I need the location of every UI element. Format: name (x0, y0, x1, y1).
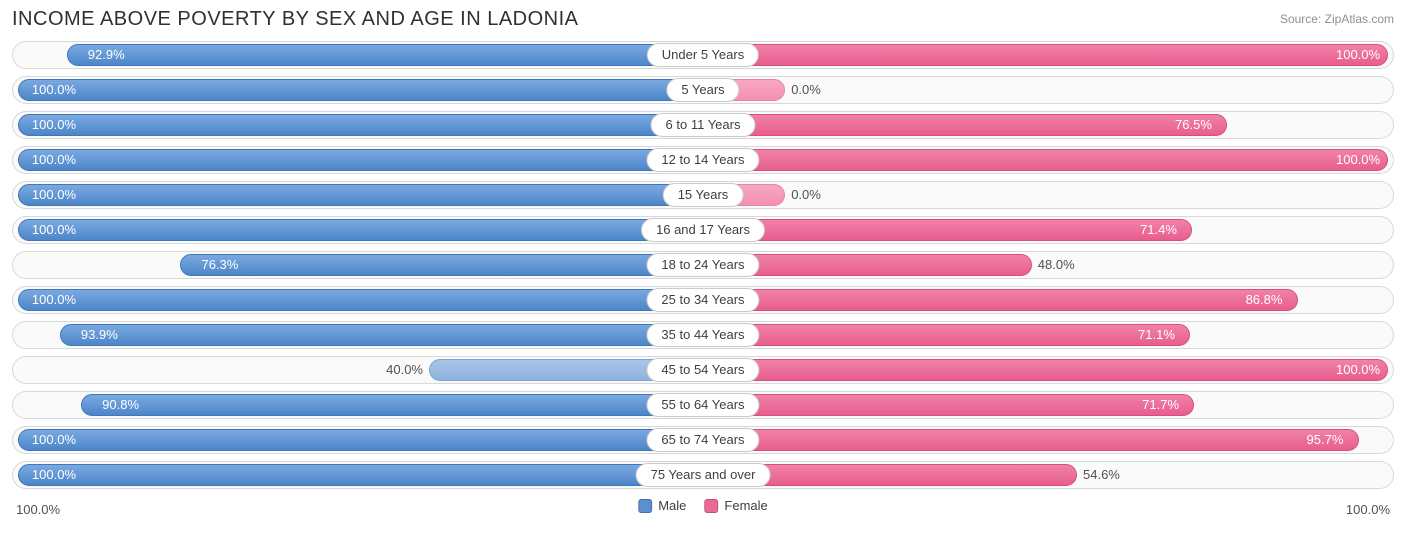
female-bar (703, 394, 1194, 416)
female-value: 100.0% (1336, 41, 1380, 69)
chart-row: 92.9% 100.0% Under 5 Years (12, 41, 1394, 69)
female-value: 0.0% (791, 181, 821, 209)
male-value: 100.0% (32, 146, 76, 174)
category-label: 75 Years and over (636, 463, 771, 487)
male-value: 92.9% (88, 41, 125, 69)
male-bar (18, 219, 703, 241)
female-bar (703, 44, 1388, 66)
male-bar (18, 464, 703, 486)
female-bar (703, 219, 1192, 241)
female-value: 0.0% (791, 76, 821, 104)
female-value: 71.4% (1140, 216, 1177, 244)
male-bar (180, 254, 703, 276)
female-swatch (704, 499, 718, 513)
chart-row: 100.0% 71.4% 16 and 17 Years (12, 216, 1394, 244)
category-label: 35 to 44 Years (646, 323, 759, 347)
category-label: 6 to 11 Years (651, 113, 756, 137)
chart-row: 76.3% 48.0% 18 to 24 Years (12, 251, 1394, 279)
category-label: 16 and 17 Years (641, 218, 765, 242)
category-label: 12 to 14 Years (646, 148, 759, 172)
male-value: 90.8% (102, 391, 139, 419)
legend-item-female: Female (704, 498, 767, 513)
chart-row: 93.9% 71.1% 35 to 44 Years (12, 321, 1394, 349)
legend: Male Female (638, 498, 768, 513)
chart-row: 40.0% 100.0% 45 to 54 Years (12, 356, 1394, 384)
chart-row: 100.0% 0.0% 15 Years (12, 181, 1394, 209)
category-label: 45 to 54 Years (646, 358, 759, 382)
category-label: 25 to 34 Years (646, 288, 759, 312)
source-attribution: Source: ZipAtlas.com (1280, 12, 1394, 26)
male-value: 100.0% (32, 111, 76, 139)
male-value: 40.0% (386, 356, 423, 384)
female-value: 48.0% (1038, 251, 1075, 279)
female-bar (703, 289, 1298, 311)
chart-row: 100.0% 0.0% 5 Years (12, 76, 1394, 104)
diverging-bar-chart: 92.9% 100.0% Under 5 Years 100.0% 0.0% 5 Year… (12, 41, 1394, 489)
category-label: 5 Years (666, 78, 739, 102)
male-bar (18, 79, 703, 101)
female-bar (703, 149, 1388, 171)
female-value: 86.8% (1246, 286, 1283, 314)
category-label: Under 5 Years (647, 43, 759, 67)
male-bar (60, 324, 703, 346)
chart-row: 100.0% 95.7% 65 to 74 Years (12, 426, 1394, 454)
male-bar (18, 289, 703, 311)
male-bar (18, 429, 703, 451)
female-value: 54.6% (1083, 461, 1120, 489)
female-value: 76.5% (1175, 111, 1212, 139)
male-value: 100.0% (32, 181, 76, 209)
female-value: 100.0% (1336, 146, 1380, 174)
chart-row: 90.8% 71.7% 55 to 64 Years (12, 391, 1394, 419)
chart-title: INCOME ABOVE POVERTY BY SEX AND AGE IN L… (12, 8, 579, 31)
chart-row: 100.0% 100.0% 12 to 14 Years (12, 146, 1394, 174)
female-value: 71.1% (1138, 321, 1175, 349)
legend-label-female: Female (724, 498, 767, 513)
axis-label-left: 100.0% (16, 502, 60, 517)
category-label: 18 to 24 Years (646, 253, 759, 277)
chart-row: 100.0% 76.5% 6 to 11 Years (12, 111, 1394, 139)
female-bar (703, 429, 1359, 451)
legend-label-male: Male (658, 498, 686, 513)
male-bar (18, 184, 703, 206)
female-value: 95.7% (1307, 426, 1344, 454)
male-value: 100.0% (32, 426, 76, 454)
chart-row: 100.0% 54.6% 75 Years and over (12, 461, 1394, 489)
male-swatch (638, 499, 652, 513)
male-bar (18, 114, 703, 136)
male-value: 76.3% (201, 251, 238, 279)
female-value: 71.7% (1142, 391, 1179, 419)
category-label: 65 to 74 Years (646, 428, 759, 452)
female-bar (703, 359, 1388, 381)
legend-item-male: Male (638, 498, 686, 513)
category-label: 55 to 64 Years (646, 393, 759, 417)
male-value: 100.0% (32, 461, 76, 489)
female-value: 100.0% (1336, 356, 1380, 384)
female-bar (703, 114, 1227, 136)
male-value: 100.0% (32, 76, 76, 104)
axis-label-right: 100.0% (1346, 502, 1390, 517)
male-value: 100.0% (32, 216, 76, 244)
category-label: 15 Years (663, 183, 744, 207)
male-value: 100.0% (32, 286, 76, 314)
male-value: 93.9% (81, 321, 118, 349)
male-bar (18, 149, 703, 171)
male-bar (67, 44, 703, 66)
male-bar (81, 394, 703, 416)
chart-row: 100.0% 86.8% 25 to 34 Years (12, 286, 1394, 314)
female-bar (703, 324, 1190, 346)
